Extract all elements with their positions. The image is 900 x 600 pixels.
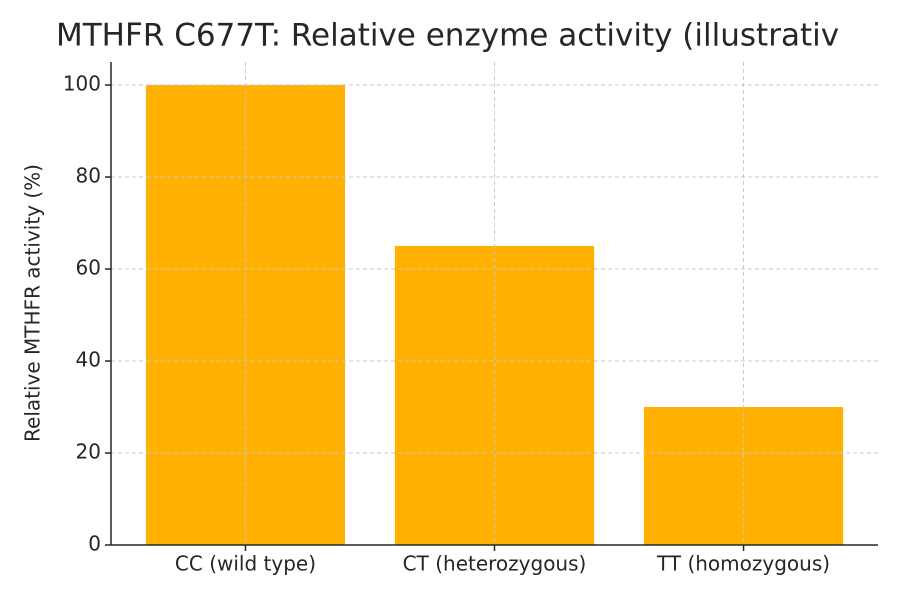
x-tick-label: TT (homozygous)	[656, 552, 830, 576]
chart-title: MTHFR C677T: Relative enzyme activity (i…	[56, 18, 839, 54]
y-tick-label: 60	[76, 256, 101, 280]
y-axis-label: Relative MTHFR activity (%)	[21, 164, 45, 442]
bar	[394, 246, 595, 545]
y-tick-label: 0	[88, 532, 101, 556]
y-tick-label: 40	[76, 348, 101, 372]
y-tick-label: 20	[76, 440, 101, 464]
x-tick-label: CC (wild type)	[175, 552, 316, 576]
y-tick-label: 80	[76, 164, 101, 188]
y-tick-label: 100	[63, 72, 101, 96]
x-tick-label: CT (heterozygous)	[403, 552, 587, 576]
